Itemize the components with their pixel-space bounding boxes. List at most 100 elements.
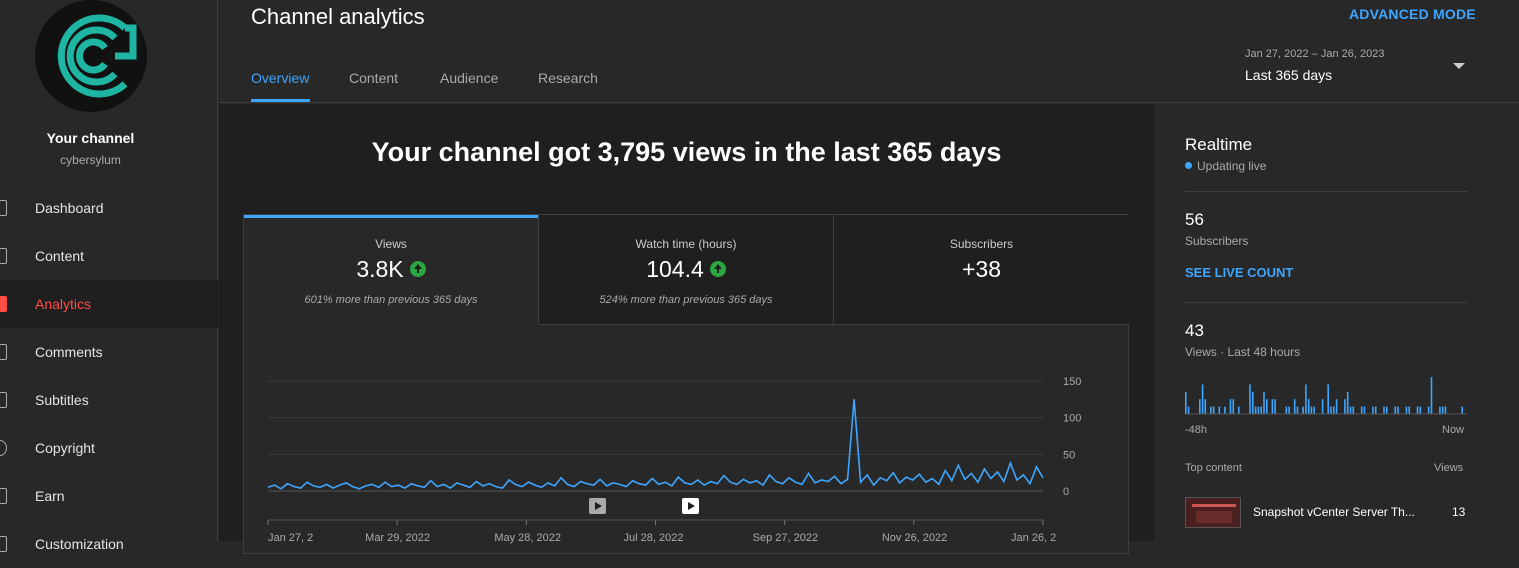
analytics-header: Channel analytics ADVANCED MODE Overview… [219,0,1519,103]
realtime-bar [1285,406,1288,414]
realtime-bar [1185,391,1187,414]
top-content-title[interactable]: Snapshot vCenter Server Th... [1253,505,1415,519]
tab-research[interactable]: Research [538,70,598,86]
realtime-bar-chart [1185,377,1467,415]
views-series-line [267,399,1044,490]
sidebar-item-comments[interactable]: Comments [0,328,218,376]
realtime-bar [1327,384,1329,414]
realtime-bar [1430,377,1433,414]
channel-title: Your channel [46,130,135,146]
advanced-mode-button[interactable]: ADVANCED MODE [1349,6,1476,22]
realtime-bar [1335,399,1338,414]
realtime-bar [1441,406,1444,414]
see-live-count-link[interactable]: SEE LIVE COUNT [1185,265,1294,280]
realtime-bar [1232,399,1235,414]
sidebar-item-label: Analytics [35,296,92,312]
sidebar-item-label: Copyright [35,440,95,456]
sidebar-item-copyright[interactable]: Copyright [0,424,218,472]
divider [1185,191,1467,192]
play-marker-icon[interactable] [682,498,699,514]
sidebar: Your channel cybersylum Dashboard Conten… [0,0,218,552]
sidebar-item-label: Subtitles [35,392,89,408]
copyright-icon [0,440,7,456]
y-tick-label: 0 [1063,486,1069,498]
metric-comparison: 524% more than previous 365 days [599,294,773,306]
sidebar-item-customization[interactable]: Customization [0,520,218,568]
video-thumbnail[interactable] [1185,497,1241,528]
sidebar-item-dashboard[interactable]: Dashboard [0,184,218,232]
x-tick-label: Nov 26, 2022 [882,532,947,544]
realtime-bar [1444,406,1447,414]
date-range-label: Last 365 days [1245,67,1333,83]
x-tick-label: Jul 28, 2022 [624,532,684,544]
channel-avatar[interactable] [35,0,147,112]
realtime-bar [1352,406,1355,414]
tab-content[interactable]: Content [349,70,399,86]
realtime-bar [1238,406,1240,414]
realtime-bar [1386,406,1388,414]
realtime-bar [1252,391,1254,414]
realtime-bar [1374,406,1377,414]
metric-value-text: 104.4 [646,256,704,282]
sidebar-item-label: Customization [35,536,124,552]
realtime-bar [1249,384,1251,414]
realtime-bar [1199,399,1201,414]
metric-tab-views[interactable]: Views 3.8K 601% more than previous 365 d… [244,215,539,325]
realtime-bar [1313,406,1315,414]
realtime-bar [1408,406,1410,414]
realtime-bar [1293,399,1296,414]
active-indicator [244,215,538,218]
realtime-subscribers-label: Subscribers [1185,234,1249,248]
realtime-views-value: 43 [1185,321,1204,340]
tab-overview[interactable]: Overview [251,70,310,86]
realtime-bar [1204,399,1207,414]
metric-label: Subscribers [949,237,1014,251]
play-marker-icon[interactable] [589,498,606,514]
live-dot-icon [1185,162,1192,170]
realtime-bar [1254,406,1257,414]
top-content-label: Top content [1185,462,1242,474]
metric-value: 3.8K [244,256,538,283]
sidebar-item-label: Earn [35,488,65,504]
customization-icon [0,536,7,552]
x-tick-label: Jan 26, 2 [1011,532,1056,544]
x-tick-label: Sep 27, 2022 [753,532,818,544]
realtime-bar [1333,406,1335,414]
realtime-bar [1372,406,1374,414]
metric-label: Views [375,237,407,251]
sidebar-item-content[interactable]: Content [0,232,218,280]
page-title: Channel analytics [251,4,425,29]
channel-logo-icon [35,0,147,112]
realtime-bar [1260,406,1262,414]
x-tick-label: May 28, 2022 [494,532,561,544]
realtime-views-label: Views · Last 48 hours [1185,345,1301,359]
y-tick-label: 100 [1063,413,1081,425]
realtime-bar [1346,391,1349,414]
realtime-bar [1461,406,1463,414]
views-headline: Your channel got 3,795 views in the last… [371,137,1002,167]
metric-value-text: 3.8K [356,256,404,282]
realtime-bar [1274,399,1276,414]
metric-value: +38 [834,256,1129,283]
realtime-bar [1344,399,1346,414]
analytics-icon [0,296,7,312]
metric-tab-watch-time[interactable]: Watch time (hours) 104.4 524% more than … [539,215,834,325]
sidebar-item-earn[interactable]: Earn [0,472,218,520]
tab-audience[interactable]: Audience [440,70,499,86]
comments-icon [0,344,7,360]
metric-tab-subscribers[interactable]: Subscribers +38 [834,215,1129,325]
metric-label: Watch time (hours) [635,237,737,251]
divider [1185,302,1467,303]
realtime-bar [1383,406,1385,414]
axis-start-label: -48h [1185,424,1208,436]
content-icon [0,248,7,264]
axis-end-label: Now [1442,424,1465,436]
metric-comparison: 601% more than previous 365 days [304,294,478,306]
sidebar-item-subtitles[interactable]: Subtitles [0,376,218,424]
chevron-down-icon [1453,63,1465,69]
sidebar-item-analytics[interactable]: Analytics [0,280,218,328]
channel-handle: cybersylum [60,153,121,167]
top-content-views: 13 [1452,505,1466,519]
sidebar-item-label: Content [35,248,85,264]
realtime-bar [1296,406,1299,414]
